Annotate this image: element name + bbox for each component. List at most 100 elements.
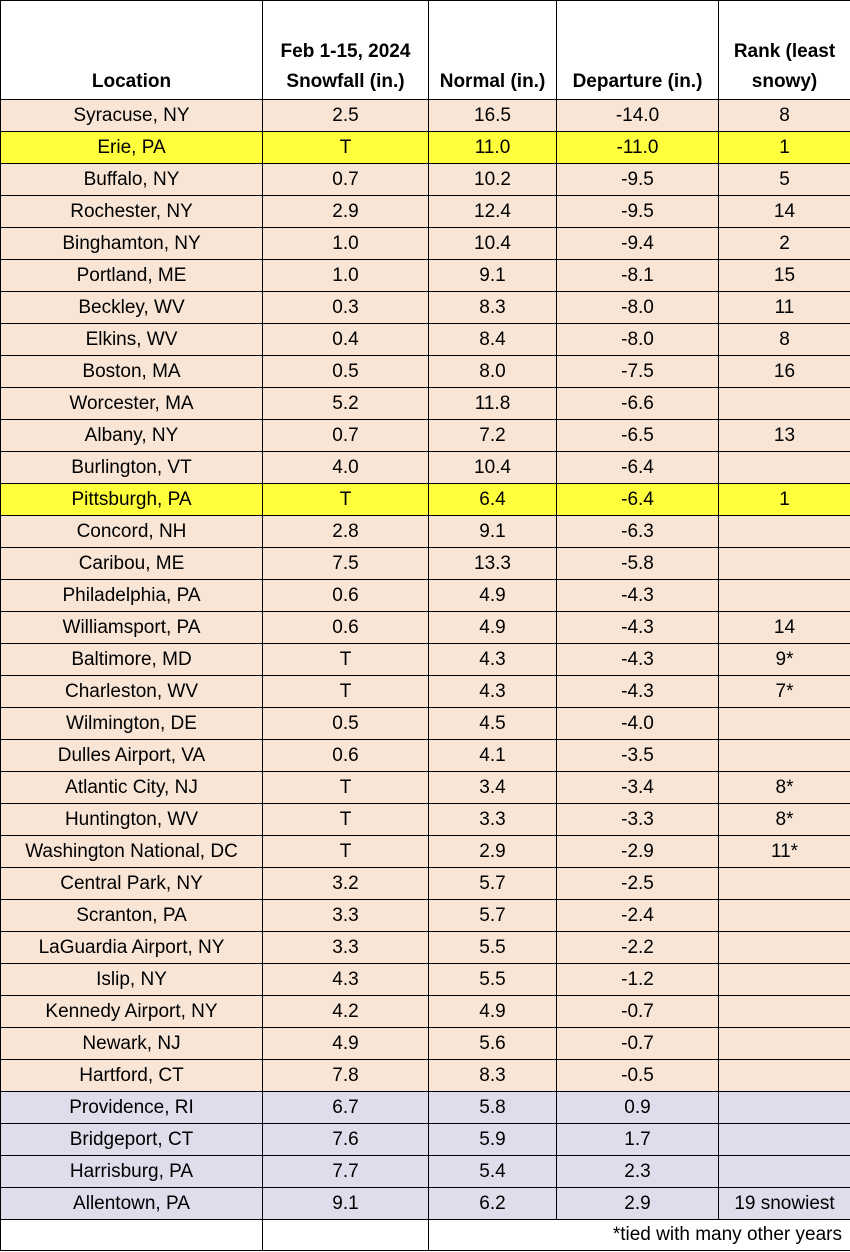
cell-normal: 5.4 — [428, 1155, 557, 1188]
cell-snowfall: 0.7 — [262, 163, 429, 196]
cell-snowfall: 0.7 — [262, 419, 429, 452]
cell-rank — [718, 579, 850, 612]
cell-rank: 14 — [718, 611, 850, 644]
cell-location: Allentown, PA — [0, 1187, 263, 1220]
cell-normal: 8.3 — [428, 291, 557, 324]
cell-normal: 4.5 — [428, 707, 557, 740]
cell-location: Islip, NY — [0, 963, 263, 996]
table-row: Buffalo, NY 0.7 10.2 -9.5 5 — [0, 163, 850, 196]
cell-rank: 8* — [718, 771, 850, 804]
table-row: Newark, NJ 4.9 5.6 -0.7 — [0, 1027, 850, 1060]
cell-departure: -6.5 — [556, 419, 719, 452]
cell-departure: -2.4 — [556, 899, 719, 932]
cell-rank — [718, 1059, 850, 1092]
table-row: Huntington, WV T 3.3 -3.3 8* — [0, 803, 850, 836]
cell-normal: 2.9 — [428, 835, 557, 868]
cell-normal: 5.7 — [428, 867, 557, 900]
cell-snowfall: T — [262, 675, 429, 708]
cell-snowfall: 2.5 — [262, 99, 429, 132]
cell-snowfall: T — [262, 803, 429, 836]
cell-rank — [718, 387, 850, 420]
cell-location: Elkins, WV — [0, 323, 263, 356]
cell-departure: -0.7 — [556, 995, 719, 1028]
cell-normal: 9.1 — [428, 515, 557, 548]
cell-normal: 5.7 — [428, 899, 557, 932]
cell-location: Beckley, WV — [0, 291, 263, 324]
cell-location: Concord, NH — [0, 515, 263, 548]
cell-departure: -3.3 — [556, 803, 719, 836]
table-row: Dulles Airport, VA 0.6 4.1 -3.5 — [0, 739, 850, 772]
cell-snowfall: 0.4 — [262, 323, 429, 356]
table-row: Beckley, WV 0.3 8.3 -8.0 11 — [0, 291, 850, 324]
cell-snowfall: 4.3 — [262, 963, 429, 996]
cell-rank — [718, 931, 850, 964]
cell-rank — [718, 707, 850, 740]
table-row: Washington National, DC T 2.9 -2.9 11* — [0, 835, 850, 868]
cell-location: Dulles Airport, VA — [0, 739, 263, 772]
cell-snowfall: 0.5 — [262, 707, 429, 740]
footnote-spacer-2 — [262, 1219, 429, 1251]
cell-departure: -4.3 — [556, 611, 719, 644]
cell-rank: 11* — [718, 835, 850, 868]
cell-rank: 2 — [718, 227, 850, 260]
cell-location: Newark, NJ — [0, 1027, 263, 1060]
cell-normal: 5.5 — [428, 931, 557, 964]
cell-rank: 8* — [718, 803, 850, 836]
cell-location: Boston, MA — [0, 355, 263, 388]
table-row: Elkins, WV 0.4 8.4 -8.0 8 — [0, 323, 850, 356]
cell-departure: -4.3 — [556, 579, 719, 612]
cell-normal: 8.3 — [428, 1059, 557, 1092]
cell-location: Williamsport, PA — [0, 611, 263, 644]
cell-rank — [718, 515, 850, 548]
cell-snowfall: 3.2 — [262, 867, 429, 900]
table-row: Boston, MA 0.5 8.0 -7.5 16 — [0, 355, 850, 388]
table-row: Central Park, NY 3.2 5.7 -2.5 — [0, 867, 850, 900]
cell-departure: -3.4 — [556, 771, 719, 804]
table-row: Kennedy Airport, NY 4.2 4.9 -0.7 — [0, 995, 850, 1028]
cell-departure: -6.6 — [556, 387, 719, 420]
cell-location: Bridgeport, CT — [0, 1123, 263, 1156]
cell-departure: -2.2 — [556, 931, 719, 964]
footnote-row: *tied with many other years — [0, 1219, 850, 1251]
cell-location: Huntington, WV — [0, 803, 263, 836]
table-row: Albany, NY 0.7 7.2 -6.5 13 — [0, 419, 850, 452]
cell-normal: 10.4 — [428, 227, 557, 260]
cell-departure: -6.4 — [556, 483, 719, 516]
cell-departure: -9.5 — [556, 163, 719, 196]
cell-normal: 5.6 — [428, 1027, 557, 1060]
cell-location: LaGuardia Airport, NY — [0, 931, 263, 964]
cell-snowfall: 1.0 — [262, 227, 429, 260]
cell-rank: 15 — [718, 259, 850, 292]
cell-snowfall: 0.5 — [262, 355, 429, 388]
cell-snowfall: 6.7 — [262, 1091, 429, 1124]
footnote-spacer-3 — [428, 1219, 557, 1251]
table-row: Philadelphia, PA 0.6 4.9 -4.3 — [0, 579, 850, 612]
cell-rank — [718, 899, 850, 932]
cell-normal: 4.9 — [428, 995, 557, 1028]
footnote-text: *tied with many other years — [556, 1219, 850, 1251]
cell-rank: 9* — [718, 643, 850, 676]
cell-departure: -5.8 — [556, 547, 719, 580]
cell-rank: 8 — [718, 99, 850, 132]
cell-location: Baltimore, MD — [0, 643, 263, 676]
cell-rank: 19 snowiest — [718, 1187, 850, 1220]
cell-normal: 8.4 — [428, 323, 557, 356]
cell-departure: -6.4 — [556, 451, 719, 484]
cell-rank — [718, 1091, 850, 1124]
cell-normal: 4.9 — [428, 611, 557, 644]
cell-location: Erie, PA — [0, 131, 263, 164]
cell-rank: 8 — [718, 323, 850, 356]
cell-normal: 6.4 — [428, 483, 557, 516]
table-row: Scranton, PA 3.3 5.7 -2.4 — [0, 899, 850, 932]
cell-location: Providence, RI — [0, 1091, 263, 1124]
cell-snowfall: 7.6 — [262, 1123, 429, 1156]
cell-rank — [718, 963, 850, 996]
table-row: Williamsport, PA 0.6 4.9 -4.3 14 — [0, 611, 850, 644]
cell-location: Portland, ME — [0, 259, 263, 292]
cell-departure: -0.7 — [556, 1027, 719, 1060]
cell-location: Washington National, DC — [0, 835, 263, 868]
table-row: Burlington, VT 4.0 10.4 -6.4 — [0, 451, 850, 484]
header-row: Location Feb 1-15, 2024 Snowfall (in.) No… — [0, 0, 850, 100]
cell-location: Wilmington, DE — [0, 707, 263, 740]
